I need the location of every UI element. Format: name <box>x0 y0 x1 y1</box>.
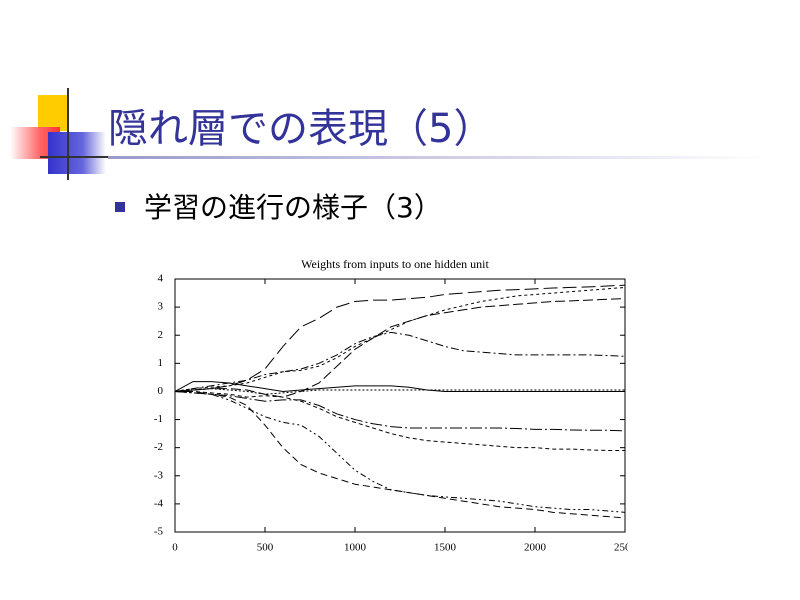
deco-blue <box>48 132 106 174</box>
y-tick-label: -4 <box>154 497 164 509</box>
series-line <box>174 390 626 513</box>
bullet-marker <box>115 202 125 212</box>
series-line <box>174 284 626 392</box>
series-line <box>174 381 625 392</box>
plot-frame <box>174 278 626 533</box>
x-tick-label: 0 <box>172 542 178 554</box>
deco-yellow <box>38 95 68 131</box>
y-tick-label: -2 <box>154 441 163 453</box>
y-tick-label: 2 <box>158 329 164 341</box>
bullet-text: 学習の進行の様子（3） <box>144 191 442 224</box>
x-tick-label: 2500 <box>614 542 637 554</box>
deco-hline <box>40 156 110 158</box>
series-line <box>175 390 626 519</box>
x-tick-label: 1000 <box>344 542 367 554</box>
title-underline <box>108 156 768 159</box>
x-tick-label: 500 <box>257 542 274 554</box>
series-line <box>175 390 625 451</box>
series-line <box>174 331 626 392</box>
y-tick-label: 3 <box>158 301 164 313</box>
y-tick-label: 4 <box>158 273 164 285</box>
x-tick-label: 2000 <box>524 542 547 554</box>
y-tick-label: -5 <box>154 526 164 538</box>
y-tick-label: -1 <box>154 413 163 425</box>
series-line <box>174 298 626 398</box>
y-tick-label: 0 <box>158 385 164 397</box>
y-tick-label: 1 <box>158 357 164 369</box>
deco-vline <box>67 88 69 180</box>
y-tick-label: -3 <box>154 469 164 481</box>
slide-title: 隠れ層での表現（5） <box>108 106 494 152</box>
chart-title: Weights from inputs to one hidden unit <box>301 257 489 271</box>
series-line <box>174 286 626 392</box>
series-line <box>174 388 625 395</box>
series-line <box>174 390 626 432</box>
chart-area: Weights from inputs to one hidden unit -… <box>154 257 637 554</box>
x-tick-label: 1500 <box>434 542 457 554</box>
